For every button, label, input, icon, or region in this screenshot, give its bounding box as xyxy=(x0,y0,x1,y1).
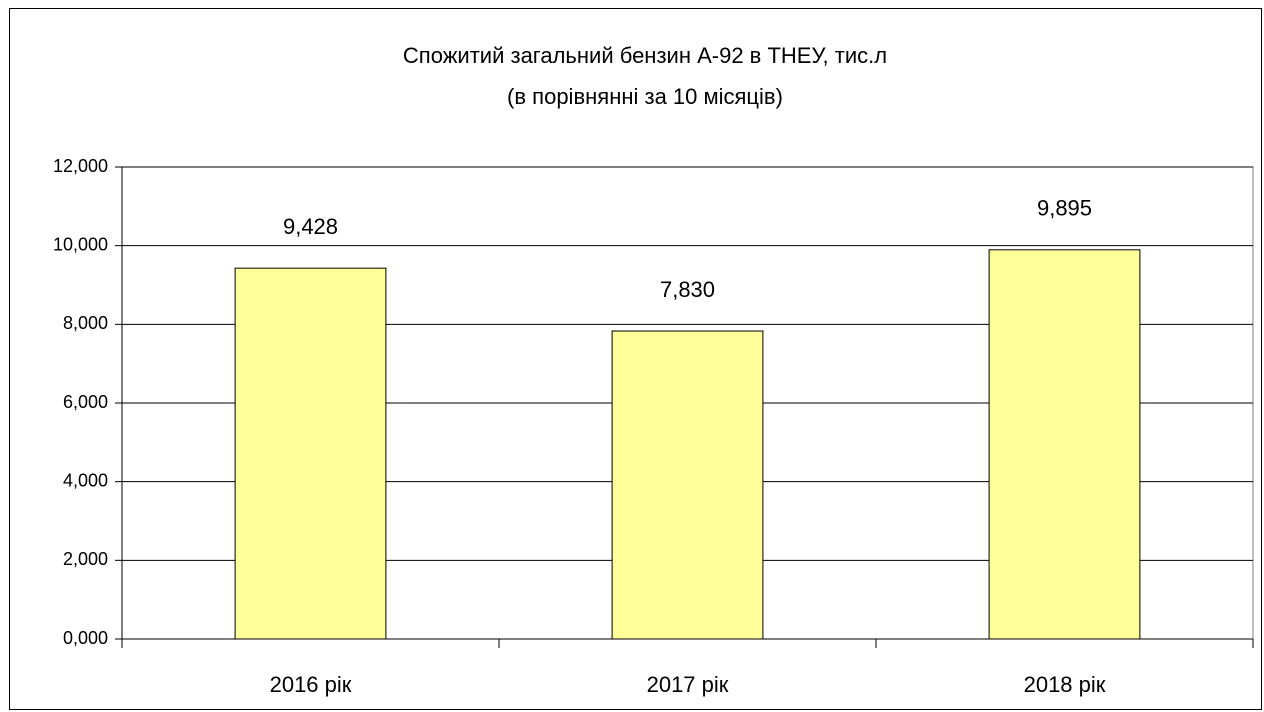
y-tick-label: 0,000 xyxy=(63,628,108,648)
data-label: 7,830 xyxy=(660,277,715,302)
data-label: 9,895 xyxy=(1037,196,1092,221)
x-tick-label: 2017 рік xyxy=(647,672,729,697)
bar xyxy=(988,249,1141,640)
y-tick-label: 10,000 xyxy=(53,234,108,254)
y-tick-label: 4,000 xyxy=(63,470,108,490)
y-tick-label: 2,000 xyxy=(63,549,108,569)
data-label: 9,428 xyxy=(283,214,338,239)
x-tick-label: 2018 рік xyxy=(1024,672,1106,697)
chart-subtitle: (в порівнянні за 10 місяців) xyxy=(507,84,783,109)
y-tick-label: 12,000 xyxy=(53,156,108,176)
y-tick-label: 8,000 xyxy=(63,313,108,333)
bar xyxy=(234,267,387,640)
bar xyxy=(611,330,764,640)
y-tick-label: 6,000 xyxy=(63,392,108,412)
chart-title: Спожитий загальний бензин А-92 в ТНЕУ, т… xyxy=(403,43,887,68)
x-tick-label: 2016 рік xyxy=(270,672,352,697)
